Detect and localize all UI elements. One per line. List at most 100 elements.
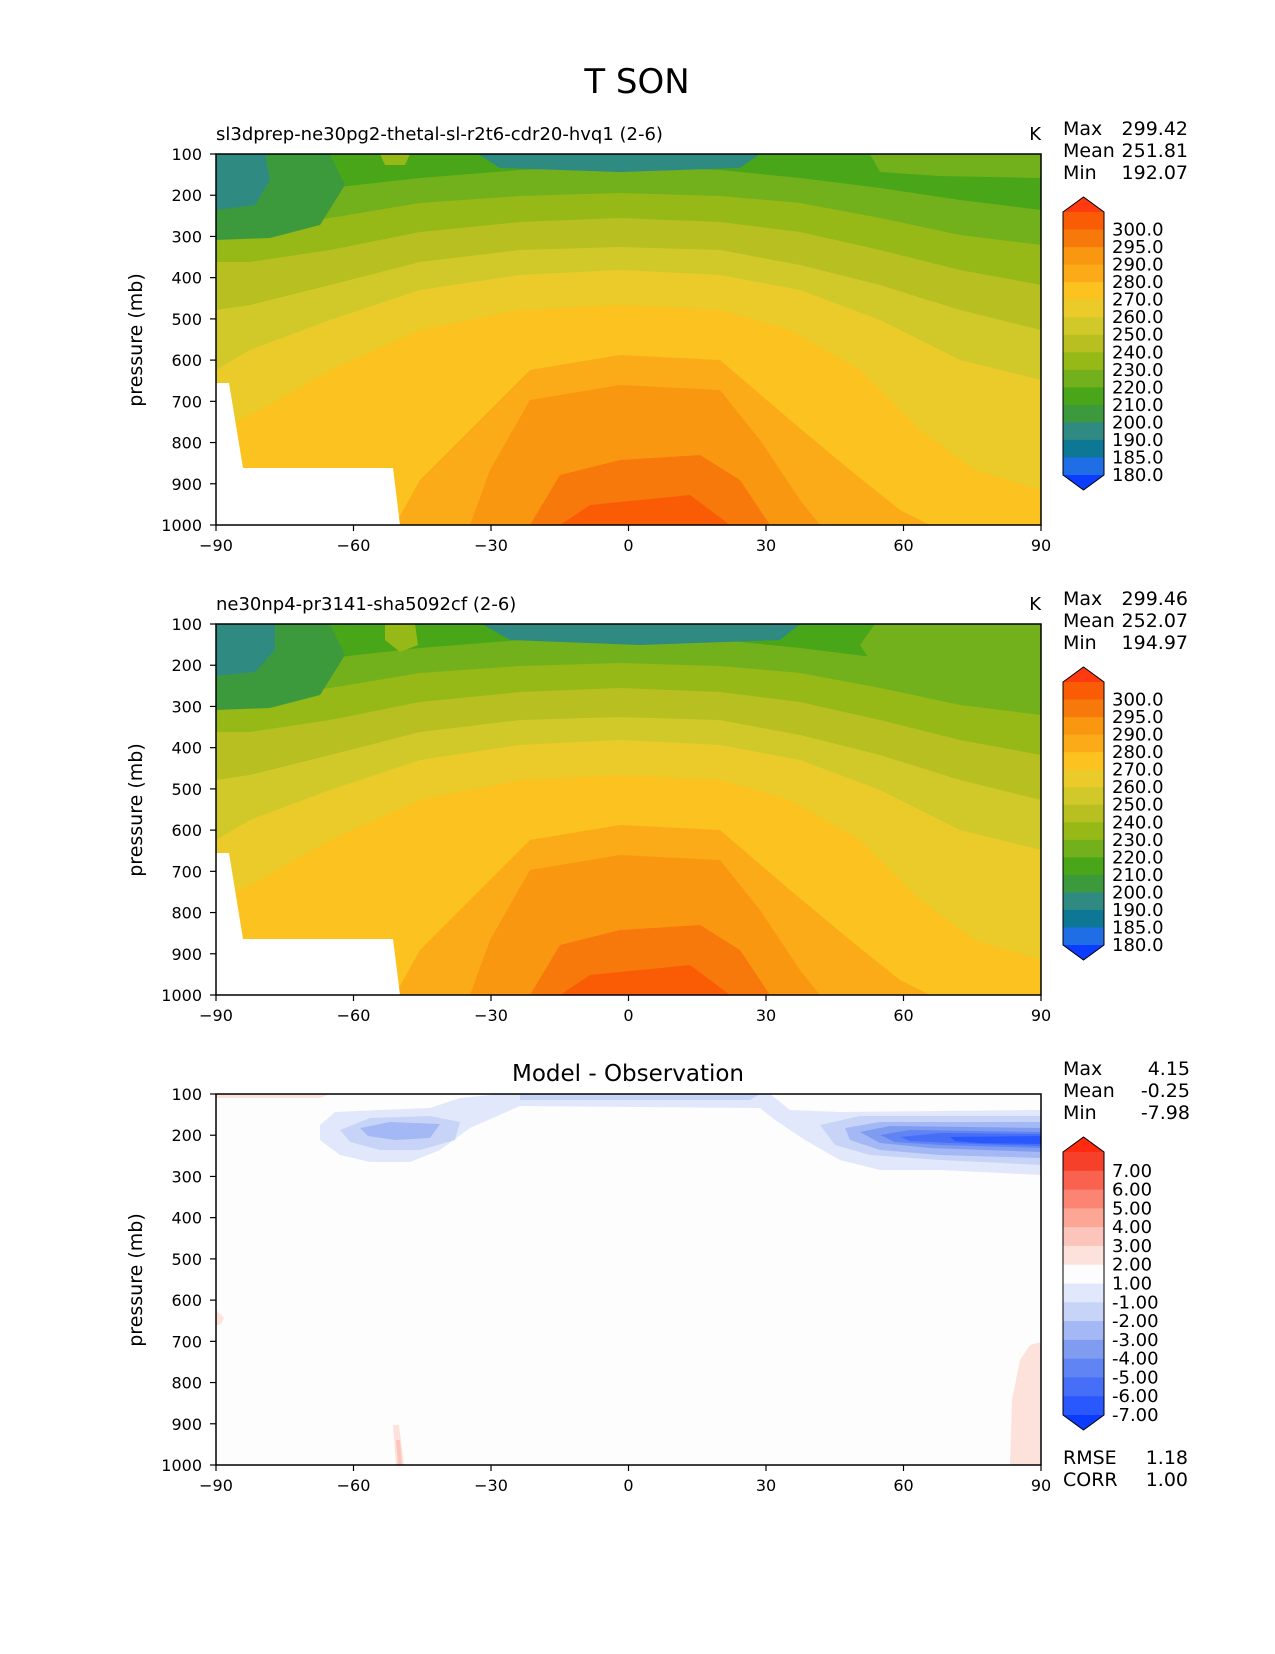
contour-fill-level xyxy=(380,154,410,165)
contour-fill-level xyxy=(1010,1342,1041,1465)
colorbar-label: -7.00 xyxy=(1112,1405,1159,1426)
colorbar-segment xyxy=(1063,352,1104,371)
missing-below-surface xyxy=(216,853,400,995)
stat-label: Max xyxy=(1063,588,1102,610)
colorbar-label: 260.0 xyxy=(1112,777,1164,798)
colorbar-segment xyxy=(1063,1358,1104,1379)
y-axis-label: pressure (mb) xyxy=(125,273,147,407)
colorbar-label: 250.0 xyxy=(1112,325,1164,346)
colorbar-segment xyxy=(1063,369,1104,388)
y-tick-label: 500 xyxy=(171,780,202,799)
colorbar-segment xyxy=(1063,1189,1104,1209)
colorbar-label: -2.00 xyxy=(1112,1311,1159,1332)
colorbar-segment xyxy=(1063,1302,1104,1322)
colorbar-segment xyxy=(1063,1208,1104,1228)
panel-title: ne30np4-pr3141-sha5092cf (2-6) xyxy=(216,594,516,615)
x-tick-label: 0 xyxy=(623,1006,633,1025)
x-tick-label: −60 xyxy=(337,536,371,555)
colorbar-segment xyxy=(1063,387,1104,406)
colorbar-label: 190.0 xyxy=(1112,900,1164,921)
colorbar-segment xyxy=(1063,229,1104,248)
contour-field xyxy=(216,154,1041,525)
colorbar-label: 210.0 xyxy=(1112,865,1164,886)
colorbar-segment xyxy=(1063,317,1104,336)
colorbar-segment xyxy=(1063,1283,1104,1303)
colorbar-label: 4.00 xyxy=(1112,1217,1152,1238)
contour-fill-level xyxy=(320,1094,1041,1175)
colorbar: 300.0295.0290.0280.0270.0260.0250.0240.0… xyxy=(1062,196,1164,491)
x-tick-label: 60 xyxy=(893,1476,913,1495)
contour-fill-level xyxy=(216,624,275,676)
colorbar-label: 200.0 xyxy=(1112,882,1164,903)
x-axis-ticks: −90 −60 −30 0 30 60 90 xyxy=(199,1465,1051,1495)
colorbar-label: 1.00 xyxy=(1112,1274,1152,1295)
colorbar-outline xyxy=(1062,196,1105,491)
y-tick-label: 1000 xyxy=(161,516,202,535)
y-axis-ticks: 100 200 300 400 500 600 700 800 900 1000 xyxy=(161,145,216,535)
panel-top: sl3dprep-ne30pg2-thetal-sl-r2t6-cdr20-hv… xyxy=(125,118,1188,555)
colorbar-label: 230.0 xyxy=(1112,360,1164,381)
colorbar-segment xyxy=(1063,874,1104,893)
x-tick-label: −30 xyxy=(474,1476,508,1495)
stat-label: Mean xyxy=(1063,610,1115,632)
y-axis-ticks: 100 200 300 400 500 600 700 800 900 1000 xyxy=(161,1085,216,1475)
colorbar-segment xyxy=(1063,1321,1104,1341)
colorbar-segment xyxy=(1063,457,1104,476)
colorbar-segment xyxy=(1063,264,1104,283)
stat-value: 252.07 xyxy=(1122,610,1188,632)
colorbar-segment xyxy=(1063,857,1104,876)
colorbar-label: 280.0 xyxy=(1112,272,1164,293)
colorbar-extend-max xyxy=(1063,667,1104,682)
y-tick-label: 100 xyxy=(171,615,202,634)
stat-value: -0.25 xyxy=(1141,1080,1190,1102)
colorbar-label: -5.00 xyxy=(1112,1367,1159,1388)
contour-fill-level xyxy=(560,495,730,525)
stat-value: 4.15 xyxy=(1148,1058,1190,1080)
colorbar-label: 260.0 xyxy=(1112,307,1164,328)
colorbar-segment xyxy=(1063,1396,1104,1416)
colorbar-segment xyxy=(1063,804,1104,823)
y-tick-label: 500 xyxy=(171,1250,202,1269)
y-tick-label: 600 xyxy=(171,821,202,840)
stat-value: 192.07 xyxy=(1122,162,1188,184)
contour-fill-level xyxy=(520,1094,760,1100)
x-tick-label: −30 xyxy=(474,536,508,555)
x-tick-label: 30 xyxy=(756,1476,776,1495)
contour-fill-level xyxy=(396,1440,402,1465)
y-tick-label: 100 xyxy=(171,145,202,164)
colorbar-segment xyxy=(1063,752,1104,771)
colorbar-segment xyxy=(1063,404,1104,423)
stats-box: Max 299.42 Mean 251.81 Min 192.07 xyxy=(1063,118,1188,184)
y-tick-label: 300 xyxy=(171,697,202,716)
stat-label: Mean xyxy=(1063,140,1115,162)
x-tick-label: −30 xyxy=(474,1006,508,1025)
colorbar-label: -1.00 xyxy=(1112,1292,1159,1313)
colorbar-label: 290.0 xyxy=(1112,255,1164,276)
colorbar-label: 270.0 xyxy=(1112,760,1164,781)
contour-fill-level xyxy=(870,154,1041,178)
y-tick-label: 200 xyxy=(171,186,202,205)
x-tick-label: 60 xyxy=(893,1006,913,1025)
colorbar-label: 300.0 xyxy=(1112,220,1164,241)
colorbar-label: 185.0 xyxy=(1112,917,1164,938)
x-tick-label: 0 xyxy=(623,536,633,555)
colorbar-label: 240.0 xyxy=(1112,342,1164,363)
colorbar-label: 250.0 xyxy=(1112,795,1164,816)
stat-value: 251.81 xyxy=(1122,140,1188,162)
colorbar-label: 180.0 xyxy=(1112,935,1164,956)
x-tick-label: 0 xyxy=(623,1476,633,1495)
colorbar-segment xyxy=(1063,909,1104,929)
x-tick-label: 30 xyxy=(756,536,776,555)
colorbar-extend-min xyxy=(1063,475,1104,490)
contour-fill-level xyxy=(860,624,1041,680)
contour-fill-level xyxy=(216,624,1041,680)
y-tick-label: 1000 xyxy=(161,986,202,1005)
contour-fill-level xyxy=(216,154,270,210)
colorbar-segment xyxy=(1063,212,1104,231)
colorbar: 7.006.005.004.003.002.001.00-1.00-2.00-3… xyxy=(1062,1136,1159,1431)
x-tick-label: 90 xyxy=(1031,1006,1051,1025)
colorbar-segment xyxy=(1063,1377,1104,1397)
stat-label: Min xyxy=(1063,162,1097,184)
y-tick-label: 900 xyxy=(171,945,202,964)
